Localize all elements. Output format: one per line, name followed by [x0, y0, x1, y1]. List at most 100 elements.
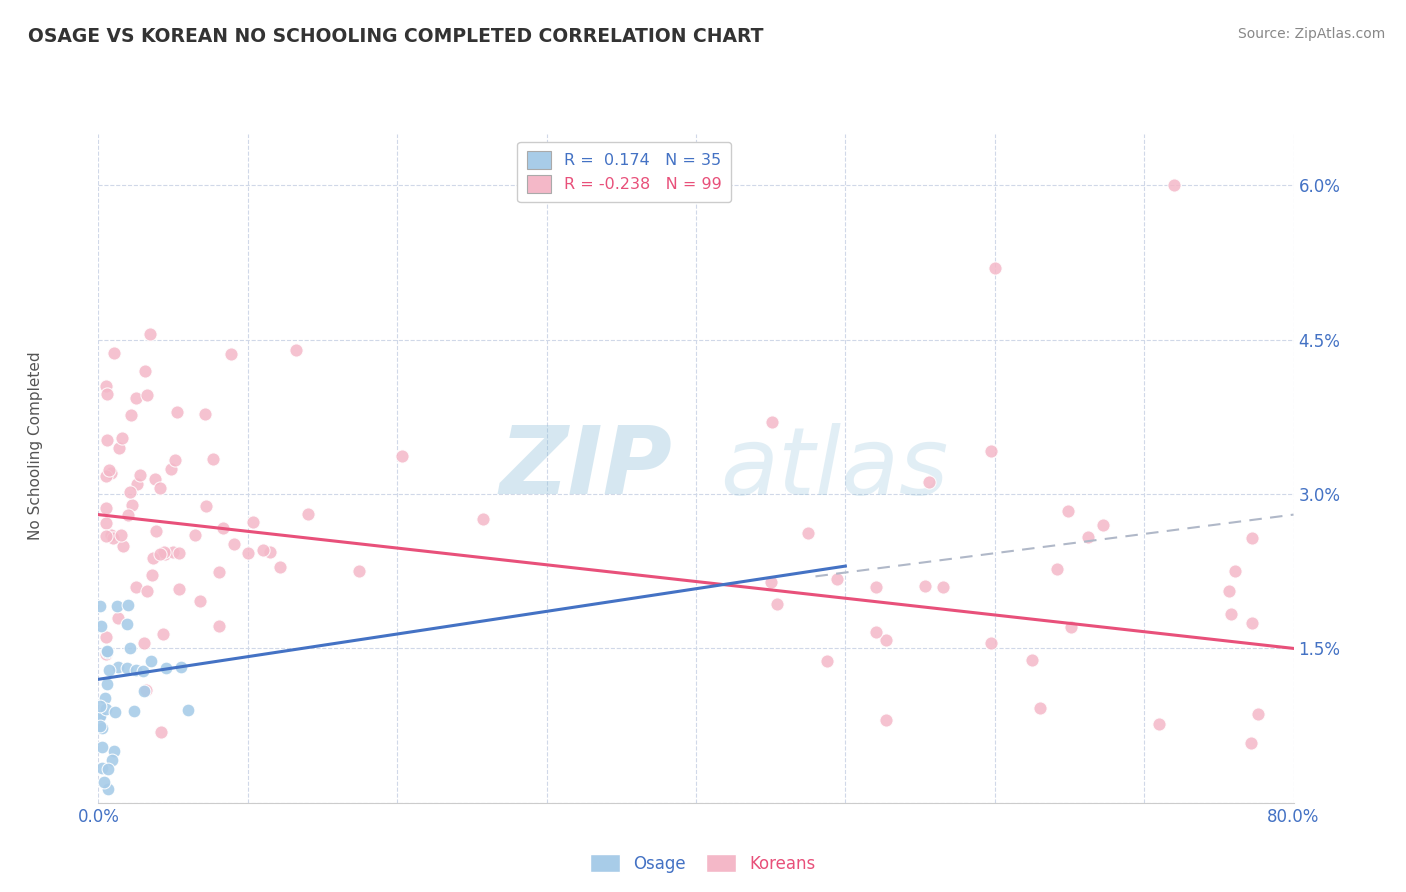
Point: [166, 405, 188, 419]
Point: [259, 544, 281, 558]
Point: [155, 661, 177, 675]
Point: [136, 584, 159, 599]
Point: [125, 663, 148, 677]
Point: [94, 468, 117, 483]
Point: [167, 582, 190, 596]
Point: [136, 388, 159, 402]
Point: [471, 512, 494, 526]
Point: [1077, 530, 1099, 544]
Point: [94, 630, 117, 644]
Point: [1220, 607, 1243, 621]
Point: [815, 654, 838, 668]
Point: [236, 546, 259, 560]
Point: [94, 702, 117, 716]
Point: [285, 343, 308, 357]
Point: [89, 709, 111, 723]
Point: [1059, 620, 1081, 634]
Point: [129, 468, 152, 483]
Point: [149, 481, 172, 495]
Point: [125, 476, 148, 491]
Point: [167, 546, 190, 560]
Point: [1241, 615, 1264, 630]
Point: [117, 508, 139, 523]
Point: [103, 744, 125, 758]
Point: [194, 407, 217, 421]
Point: [110, 528, 132, 542]
Point: [100, 467, 122, 481]
Point: [145, 524, 167, 538]
Point: [159, 462, 181, 476]
Point: [1240, 531, 1263, 545]
Point: [184, 528, 207, 542]
Text: OSAGE VS KOREAN NO SCHOOLING COMPLETED CORRELATION CHART: OSAGE VS KOREAN NO SCHOOLING COMPLETED C…: [28, 27, 763, 45]
Point: [132, 664, 155, 678]
Point: [1247, 706, 1270, 721]
Point: [96, 644, 118, 658]
Point: [1021, 653, 1043, 667]
Point: [91, 722, 114, 736]
Point: [115, 661, 138, 675]
Point: [93, 774, 115, 789]
Point: [122, 704, 145, 718]
Text: Source: ZipAtlas.com: Source: ZipAtlas.com: [1237, 27, 1385, 41]
Point: [875, 633, 897, 648]
Point: [766, 597, 789, 611]
Point: [169, 660, 191, 674]
Point: [108, 442, 131, 456]
Point: [124, 391, 146, 405]
Point: [875, 714, 897, 728]
Text: atlas: atlas: [720, 423, 948, 514]
Point: [190, 594, 212, 608]
Point: [121, 498, 143, 512]
Point: [761, 416, 783, 430]
Point: [100, 528, 122, 542]
Point: [1057, 503, 1080, 517]
Point: [112, 539, 135, 553]
Point: [165, 453, 187, 467]
Point: [1046, 562, 1069, 576]
Point: [115, 616, 138, 631]
Point: [1149, 716, 1171, 731]
Point: [135, 682, 157, 697]
Point: [914, 578, 936, 592]
Point: [1239, 736, 1261, 750]
Point: [132, 635, 155, 649]
Point: [111, 431, 134, 445]
Point: [983, 260, 1005, 275]
Point: [89, 599, 111, 614]
Point: [1029, 701, 1052, 715]
Point: [1223, 565, 1246, 579]
Point: [103, 346, 125, 360]
Point: [94, 501, 117, 516]
Legend: Osage, Koreans: Osage, Koreans: [583, 847, 823, 880]
Point: [139, 326, 162, 341]
Point: [865, 624, 887, 639]
Point: [103, 531, 125, 545]
Point: [242, 515, 264, 529]
Point: [96, 386, 118, 401]
Point: [162, 545, 184, 559]
Legend: R =  0.174   N = 35, R = -0.238   N = 99: R = 0.174 N = 35, R = -0.238 N = 99: [517, 142, 731, 202]
Point: [120, 640, 142, 655]
Point: [91, 740, 114, 755]
Point: [98, 664, 121, 678]
Point: [297, 507, 319, 521]
Point: [107, 611, 129, 625]
Point: [152, 627, 174, 641]
Point: [94, 379, 117, 393]
Point: [1218, 583, 1240, 598]
Point: [145, 472, 167, 486]
Point: [932, 580, 955, 594]
Point: [94, 690, 117, 705]
Point: [134, 363, 156, 377]
Point: [1163, 178, 1185, 193]
Point: [90, 618, 112, 632]
Point: [177, 702, 200, 716]
Point: [96, 433, 118, 447]
Point: [149, 547, 172, 561]
Point: [104, 706, 127, 720]
Point: [101, 753, 124, 767]
Point: [195, 499, 218, 513]
Point: [97, 782, 120, 797]
Text: No Schooling Completed: No Schooling Completed: [28, 351, 42, 541]
